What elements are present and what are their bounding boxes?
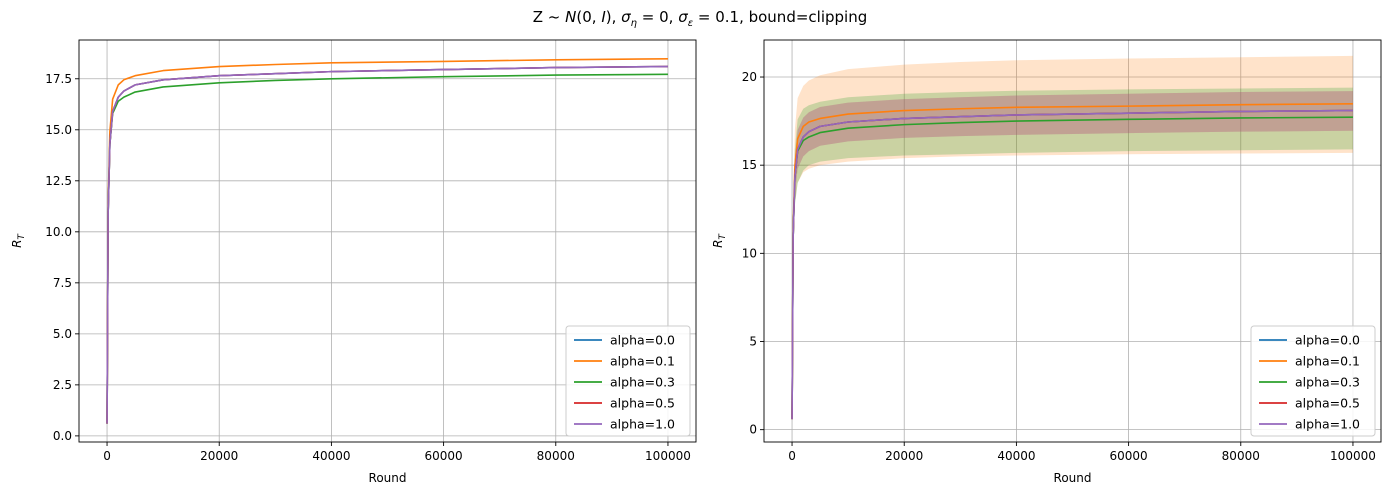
- x-tick-label: 60000: [1109, 449, 1147, 463]
- chart-panel-2: 0 20000 40000 60000 80000 100000 0 5 10 15 20 Round…: [711, 39, 1382, 485]
- y-tick-label: 5: [749, 335, 757, 349]
- y-tick-label: 15.0: [45, 123, 72, 137]
- legend-box: [1250, 325, 1376, 437]
- y-tick-label: 7.5: [53, 276, 72, 290]
- y-tick-label: 5.0: [53, 327, 72, 341]
- x-tick-label: 100000: [1330, 449, 1376, 463]
- legend-box: [565, 325, 691, 437]
- x-tick-label: 40000: [312, 449, 350, 463]
- legend-label: alpha=0.3: [610, 375, 675, 390]
- x-tick-label: 20000: [885, 449, 923, 463]
- figure-title: Z ~ N(0, I), ση = 0, σε = 0.1, bound=cli…: [532, 8, 868, 29]
- legend-label: alpha=0.1: [1295, 354, 1360, 369]
- x-tick-label: 0: [103, 449, 111, 463]
- axes-frame: [78, 39, 697, 443]
- y-axis-label: RT: [711, 233, 728, 248]
- confidence-band-alpha=0.1: [792, 55, 1353, 420]
- x-tick-label: 80000: [537, 449, 575, 463]
- axes-frame: [763, 39, 1382, 443]
- legend-label: alpha=0.0: [610, 333, 675, 348]
- x-tick-label: 40000: [997, 449, 1035, 463]
- legend-label: alpha=0.3: [1295, 375, 1360, 390]
- legend: alpha=0.0 alpha=0.1 alpha=0.3 alpha=0.5 alph…: [1250, 325, 1376, 437]
- legend-label: alpha=0.5: [610, 396, 675, 411]
- legend-label: alpha=0.0: [1295, 333, 1360, 348]
- confidence-band-alpha=0.5: [792, 91, 1353, 420]
- x-axis-label: Round: [369, 471, 407, 485]
- legend-label: alpha=0.5: [1295, 396, 1360, 411]
- y-tick-label: 15: [742, 158, 757, 172]
- y-tick-label: 10.0: [45, 225, 72, 239]
- y-tick-label: 10: [742, 246, 757, 260]
- series-line-alpha=1.0: [791, 109, 1353, 420]
- legend-label: alpha=0.1: [610, 354, 675, 369]
- legend-label: alpha=1.0: [1295, 417, 1360, 432]
- y-axis-label: RT: [10, 233, 27, 248]
- x-tick-label: 80000: [1222, 449, 1260, 463]
- confidence-band-alpha=1.0: [792, 91, 1353, 420]
- x-tick-label: 20000: [200, 449, 238, 463]
- x-tick-label: 0: [788, 449, 796, 463]
- y-tick-label: 0.0: [53, 429, 72, 443]
- x-axis-label: Round: [1054, 471, 1092, 485]
- series-line-alpha=1.0: [106, 65, 668, 424]
- y-tick-label: 2.5: [53, 378, 72, 392]
- y-tick-label: 0: [749, 423, 757, 437]
- chart-panel-1: 0 20000 40000 60000 80000 100000 0.0 2.5 5.0 7.5 1…: [10, 39, 697, 485]
- y-tick-label: 12.5: [45, 174, 72, 188]
- x-tick-label: 100000: [645, 449, 691, 463]
- legend: alpha=0.0 alpha=0.1 alpha=0.3 alpha=0.5 alph…: [565, 325, 691, 437]
- y-tick-label: 20: [742, 70, 757, 84]
- y-tick-label: 17.5: [45, 72, 72, 86]
- confidence-band-alpha=0.3: [792, 87, 1353, 420]
- x-tick-label: 60000: [424, 449, 462, 463]
- legend-label: alpha=1.0: [610, 417, 675, 432]
